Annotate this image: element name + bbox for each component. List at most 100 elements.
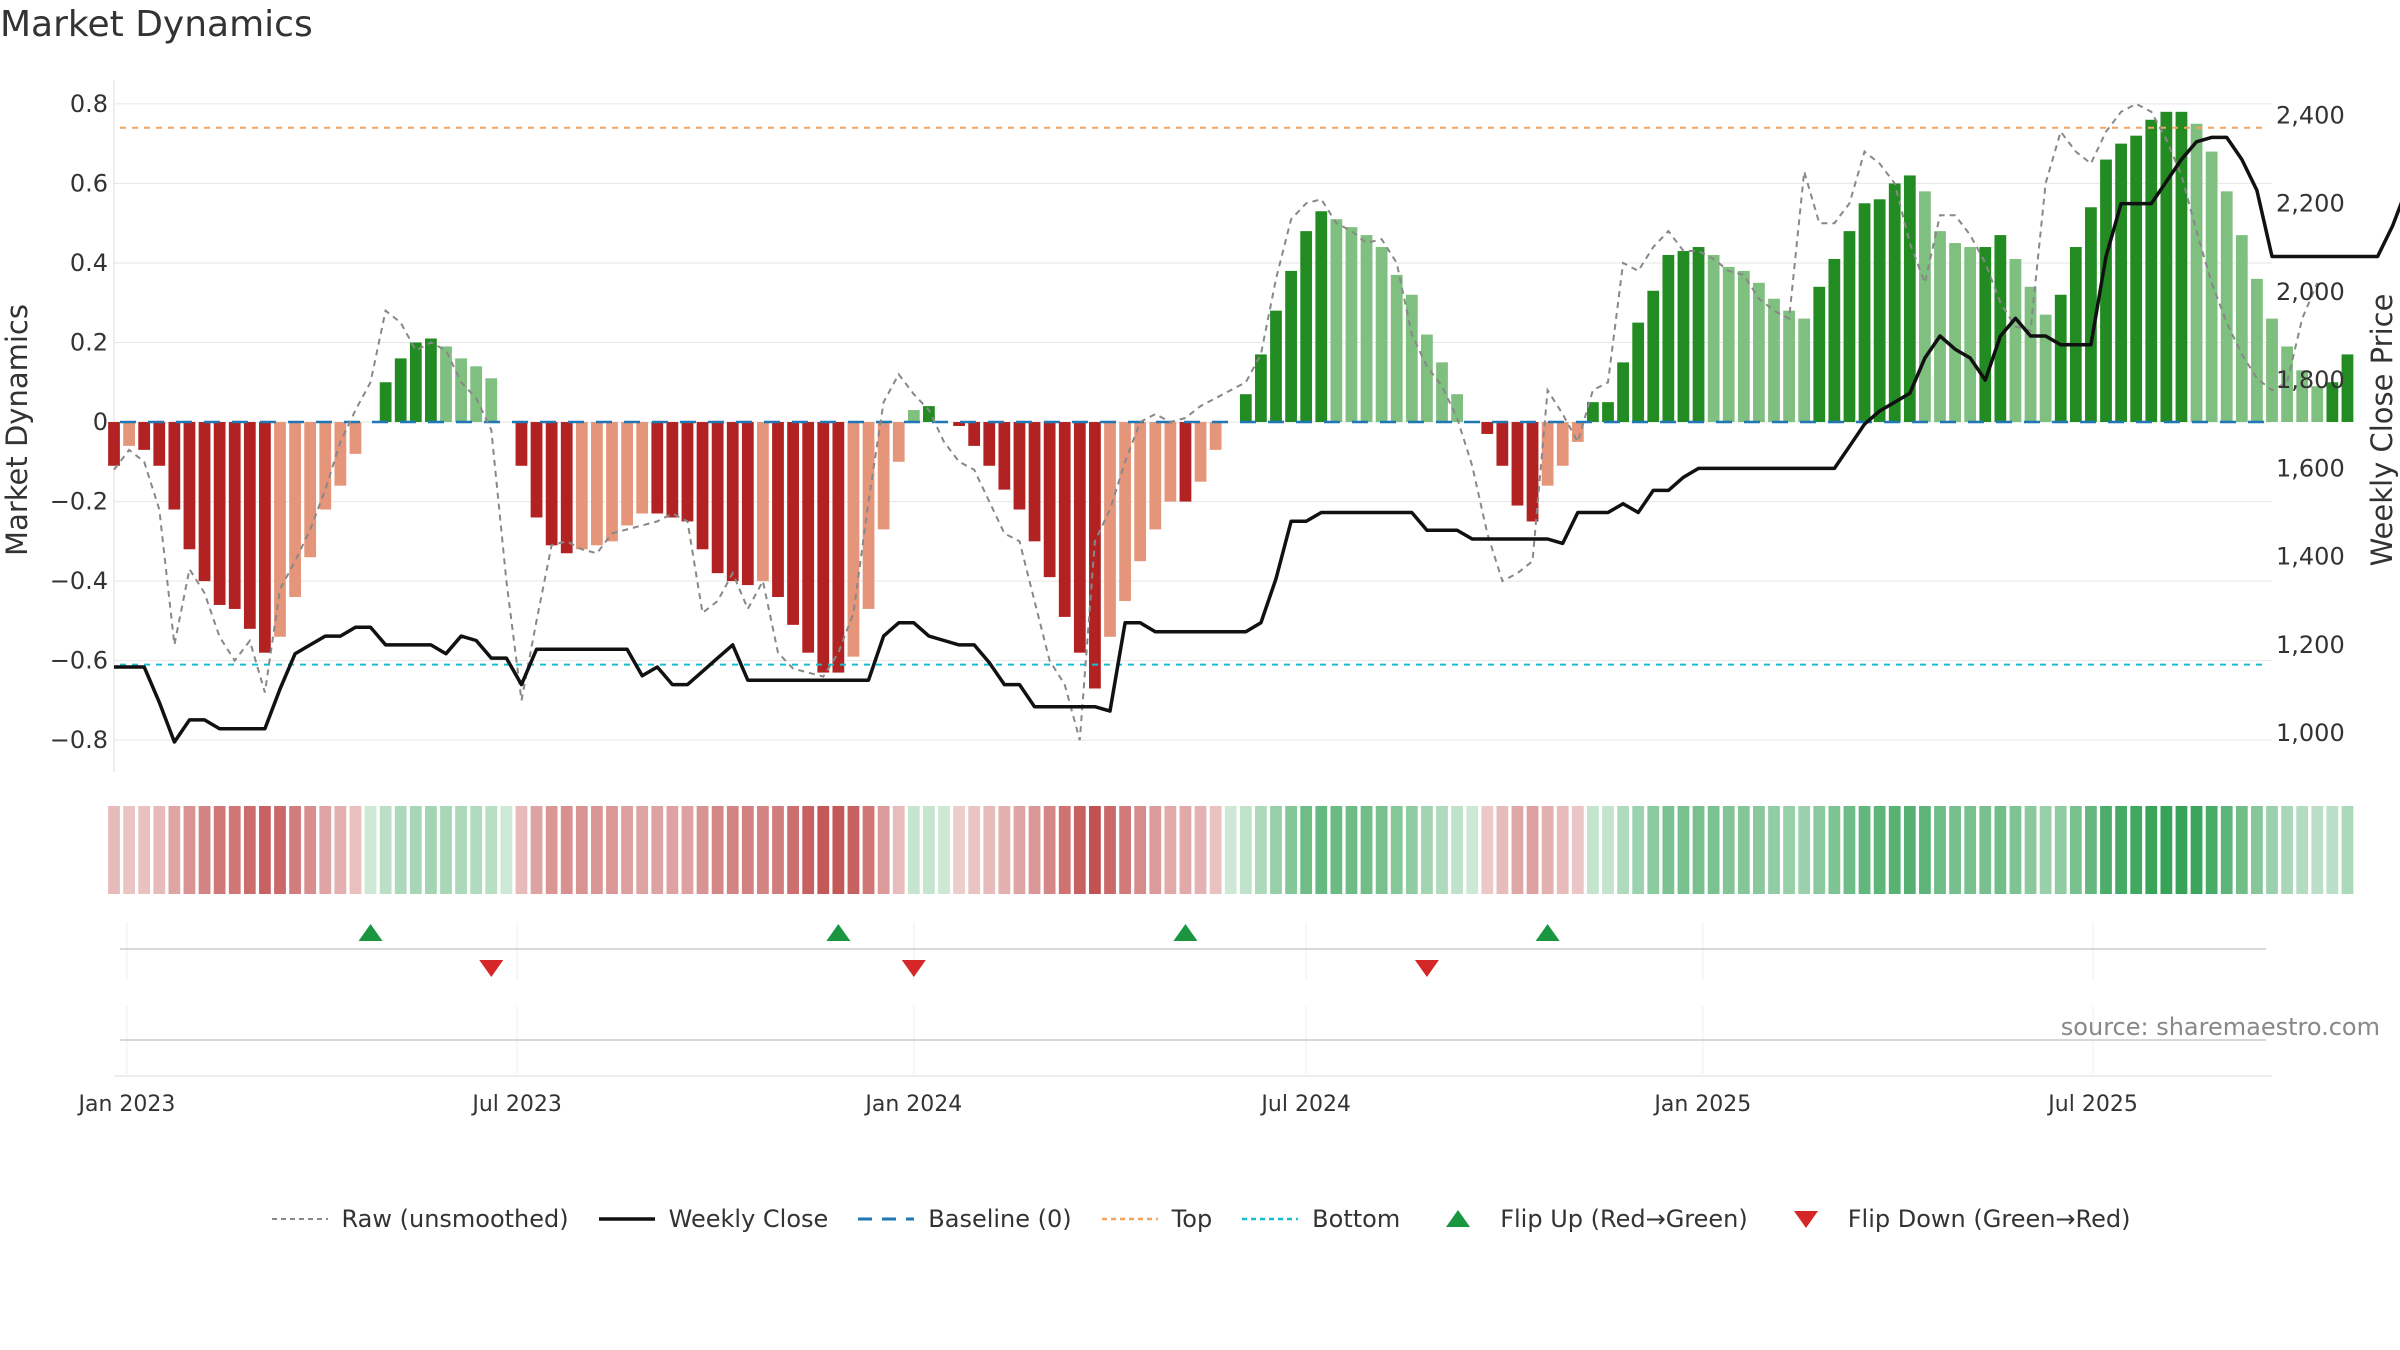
heat-cell — [2024, 806, 2037, 894]
momentum-bar — [1300, 231, 1313, 423]
weekly-close-line — [114, 135, 2400, 744]
momentum-bar — [2160, 111, 2173, 423]
flip-down-marker — [901, 960, 926, 977]
heat-cell — [1239, 806, 1252, 894]
momentum-bar — [757, 422, 769, 582]
heat-cell — [1345, 806, 1358, 894]
series-lines — [113, 102, 2400, 744]
momentum-bar — [545, 422, 558, 546]
legend-item-raw: Raw (unsmoothed) — [270, 1205, 569, 1233]
heat-cell — [289, 806, 301, 894]
heat-cell — [1224, 806, 1237, 894]
heat-strip — [108, 806, 2354, 894]
heat-cell — [1858, 806, 1871, 894]
momentum-bar — [2235, 235, 2248, 423]
heat-cell — [1813, 806, 1826, 894]
heat-cell — [636, 806, 649, 894]
momentum-bar — [651, 422, 664, 514]
heat-cell — [1013, 806, 1026, 894]
heat-cell — [1149, 806, 1162, 894]
heat-cell — [2296, 806, 2309, 894]
momentum-bar — [1194, 422, 1207, 482]
heat-cell — [440, 806, 452, 894]
y2-tick-label: 1,200 — [2276, 631, 2345, 659]
y2-axis: 2,400 2,200 2,000 1,800 1,600 1,400 1,200 1,000 — [2276, 101, 2345, 747]
heat-cell — [394, 806, 407, 894]
momentum-bar — [741, 422, 754, 586]
momentum-bar — [1073, 422, 1086, 653]
heat-cell — [606, 806, 618, 894]
x-axis: Jan 2023 Jul 2023 Jan 2024 Jul 2024 Jan 2025… — [76, 1092, 2137, 1117]
heat-cell — [485, 806, 498, 894]
momentum-bar — [1677, 251, 1690, 423]
momentum-bar — [1164, 422, 1177, 502]
heat-cell — [1994, 806, 2007, 894]
momentum-bar — [243, 422, 256, 629]
heat-cell — [591, 806, 603, 894]
momentum-bar — [213, 422, 226, 605]
heat-cell — [1058, 806, 1071, 894]
heat-cell — [1632, 806, 1645, 894]
momentum-bar — [1013, 422, 1026, 510]
x-tick-label: Jan 2023 — [76, 1092, 175, 1117]
momentum-bar — [2085, 207, 2097, 423]
heat-cell — [364, 806, 377, 894]
momentum-bar — [1390, 274, 1403, 423]
momentum-bar — [1209, 422, 1222, 450]
y2-axis-label: Weekly Close Price — [2365, 294, 2399, 567]
momentum-bar — [1888, 183, 1901, 423]
momentum-bar — [168, 422, 181, 510]
y-tick-label: 0.6 — [70, 169, 108, 197]
heat-cell — [923, 806, 935, 894]
heat-cell — [334, 806, 347, 894]
heat-cell — [1270, 806, 1282, 894]
momentum-bar — [1858, 203, 1871, 423]
momentum-bar — [847, 422, 860, 657]
heat-cell — [2160, 806, 2173, 894]
heat-cell — [1571, 806, 1584, 894]
momentum-bar — [2100, 159, 2112, 423]
momentum-bar — [470, 366, 483, 423]
legend-item-top: Top — [1100, 1205, 1212, 1233]
legend-label: Weekly Close — [668, 1205, 829, 1233]
momentum-bar — [259, 422, 271, 653]
momentum-bar — [1768, 298, 1780, 423]
y-axis-label: Market Dynamics — [0, 304, 34, 556]
heat-cell — [726, 806, 739, 894]
heat-cell — [2085, 806, 2097, 894]
heat-cell — [2235, 806, 2248, 894]
heat-cell — [455, 806, 467, 894]
momentum-bar — [440, 346, 452, 423]
heat-cell — [892, 806, 905, 894]
x-tick-label: Jul 2025 — [2046, 1092, 2138, 1117]
heat-cell — [1255, 806, 1267, 894]
momentum-bar — [1058, 422, 1071, 617]
page-title: Market Dynamics — [0, 4, 313, 45]
momentum-bar — [621, 422, 633, 526]
heat-cell — [1662, 806, 1675, 894]
momentum-bar — [1028, 422, 1041, 542]
legend-symbol-icon — [1242, 1217, 1299, 1221]
y2-tick-label: 2,000 — [2276, 278, 2345, 306]
momentum-bar — [575, 422, 588, 550]
momentum-bar — [1919, 191, 1931, 423]
heat-cell — [228, 806, 241, 894]
momentum-bar — [2145, 119, 2158, 423]
heat-cell — [1964, 806, 1977, 894]
y-tick-label: −0.4 — [50, 567, 108, 595]
flip-down-marker — [1414, 960, 1439, 977]
heat-cell — [666, 806, 679, 894]
legend-symbol-icon — [598, 1217, 655, 1221]
heat-cell — [862, 806, 875, 894]
heat-cell — [1179, 806, 1192, 894]
y-tick-label: 0.8 — [70, 90, 108, 118]
momentum-bar — [2175, 111, 2188, 423]
heat-cell — [1587, 806, 1599, 894]
momentum-bar — [832, 422, 845, 673]
momentum-bar — [1587, 402, 1599, 423]
heat-cell — [1496, 806, 1509, 894]
y2-tick-label: 1,600 — [2276, 454, 2345, 482]
heat-cell — [1798, 806, 1811, 894]
x-tick-label: Jan 2024 — [863, 1092, 962, 1117]
momentum-bar — [1315, 211, 1328, 423]
